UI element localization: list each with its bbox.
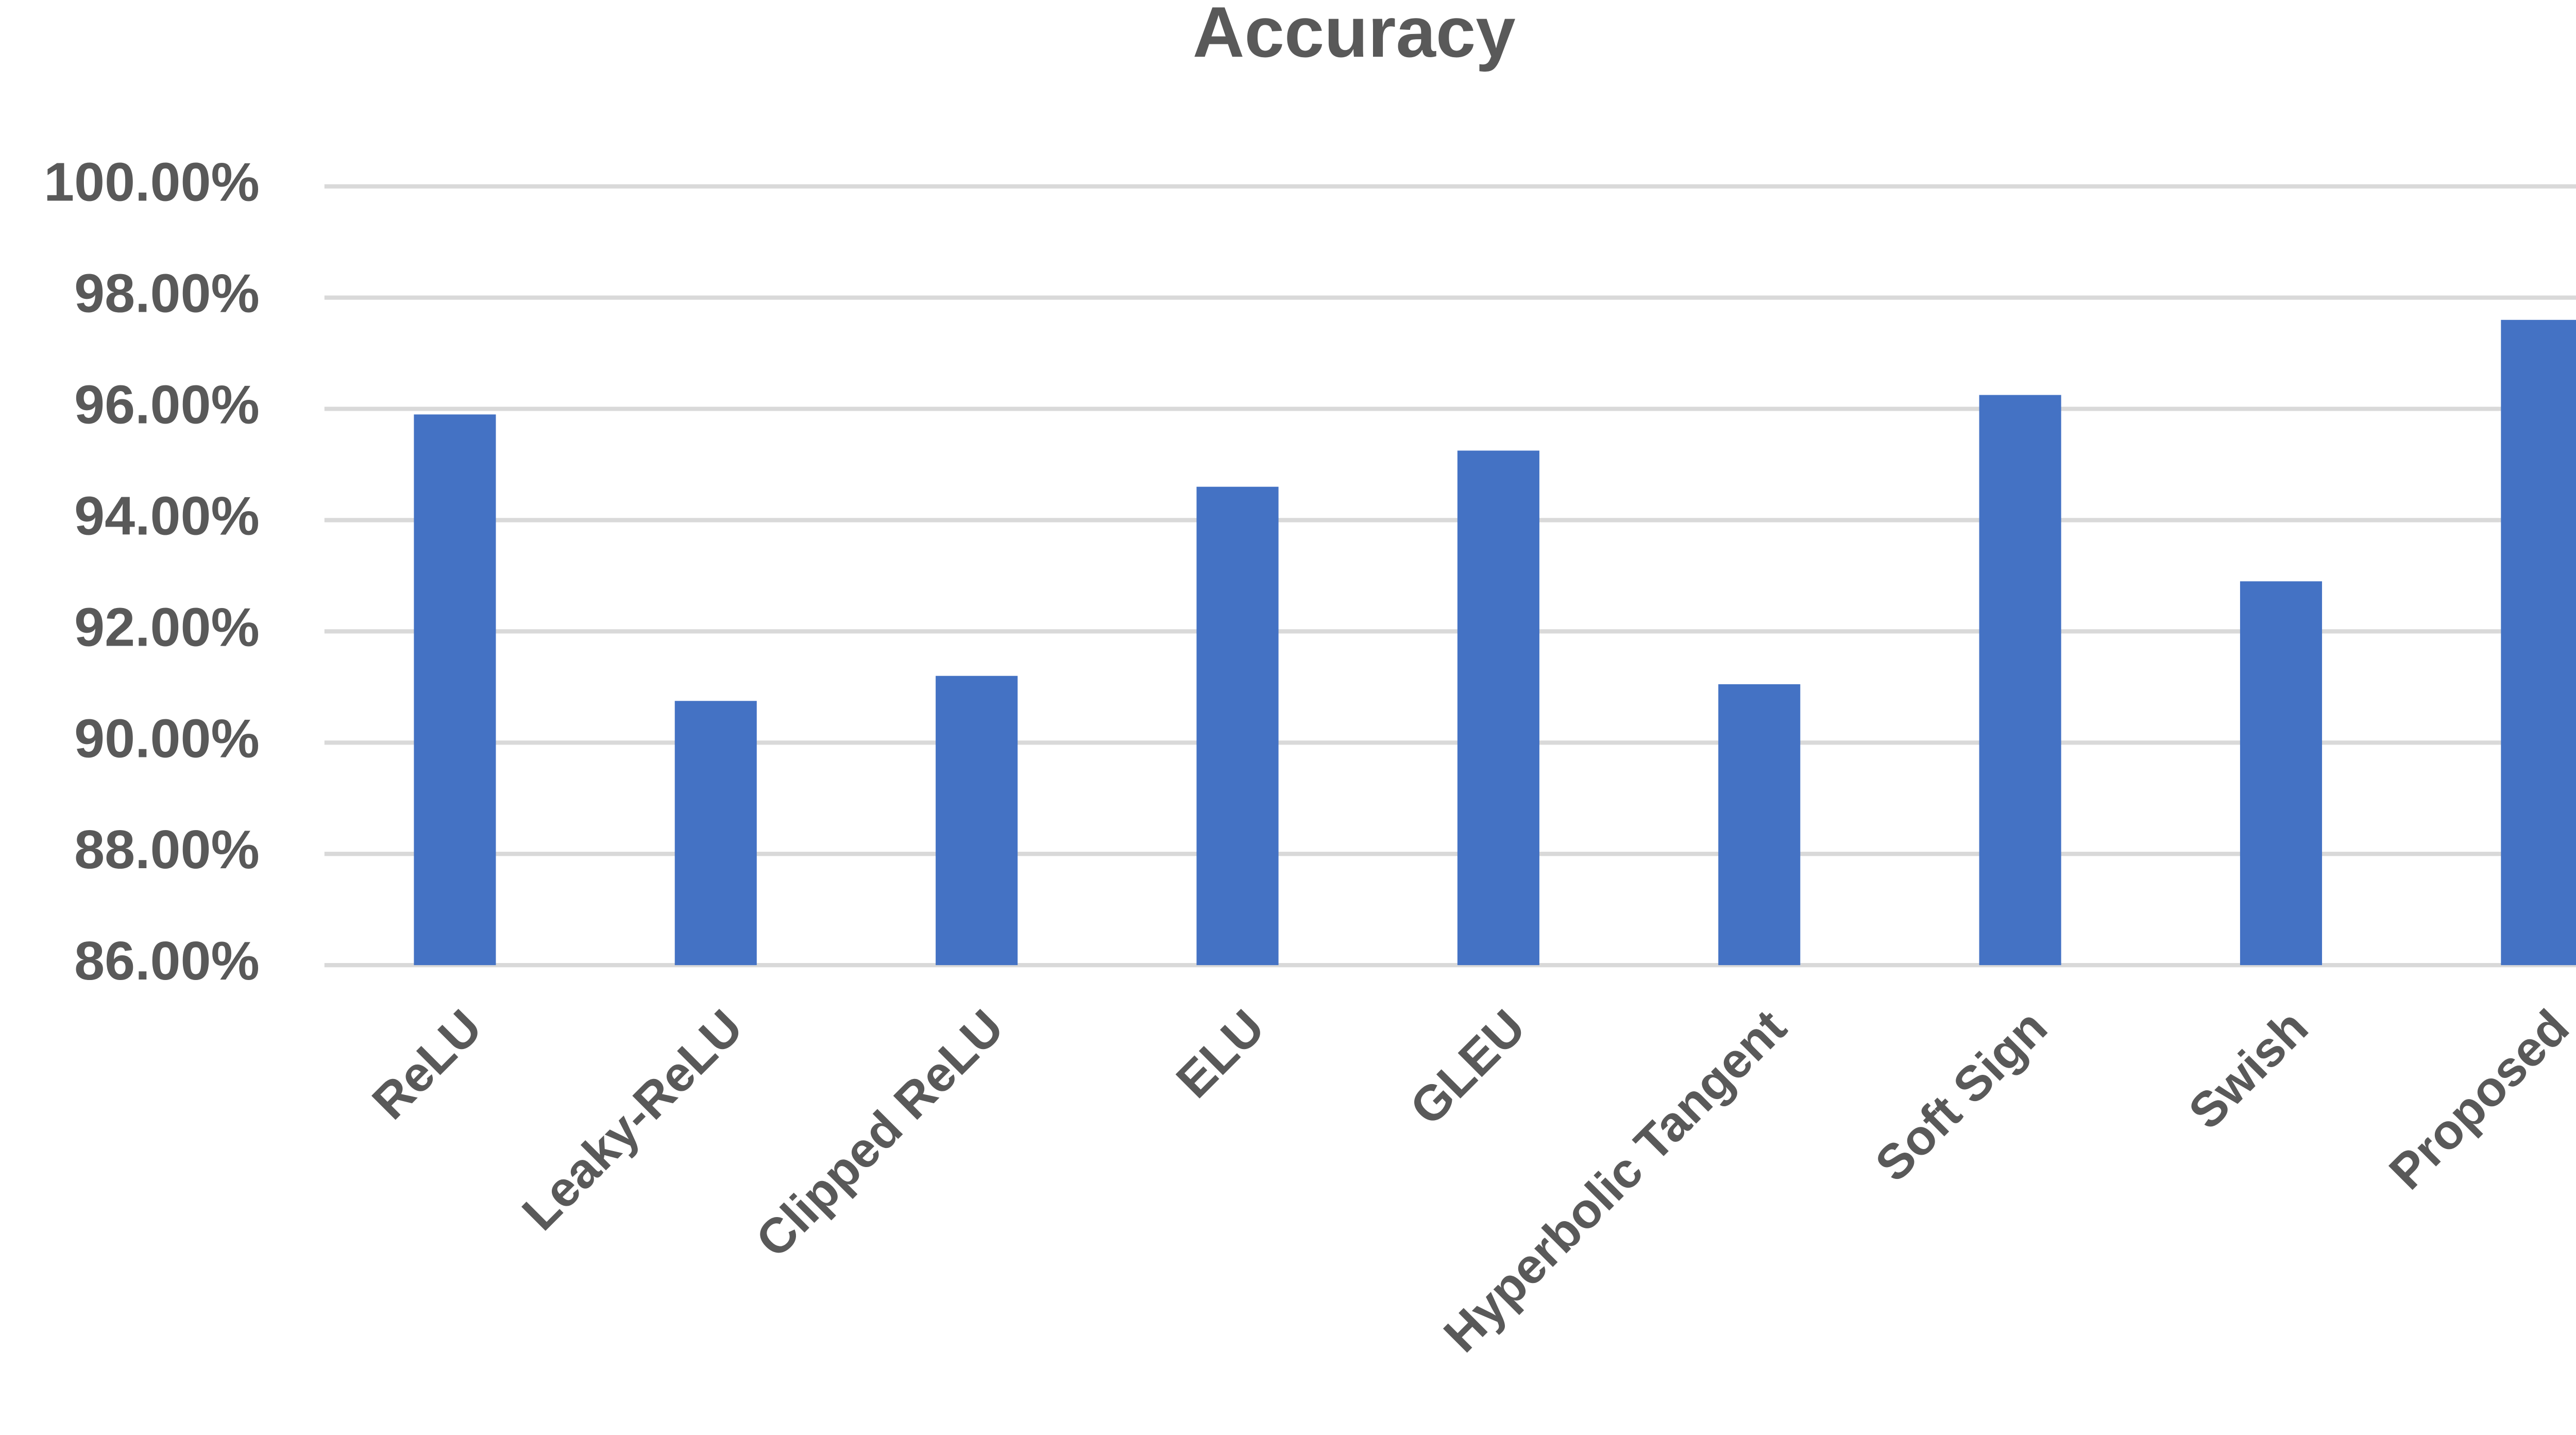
y-tick-label: 96.00%: [74, 375, 260, 435]
x-tick-label: Clipped ReLU: [745, 1000, 1014, 1268]
x-tick-label: Leaky-ReLU: [512, 1000, 753, 1241]
bar: [414, 414, 496, 966]
bar: [2501, 319, 2576, 966]
x-tick-label: Swish: [2178, 1000, 2318, 1140]
x-tick-label: Soft Sign: [1865, 1000, 2058, 1192]
y-tick-label: 100.00%: [44, 152, 260, 213]
y-tick-label: 88.00%: [74, 819, 260, 880]
y-tick-label: 98.00%: [74, 263, 260, 324]
bar: [1196, 486, 1279, 966]
bar: [1457, 450, 1539, 966]
bar: [1718, 684, 1801, 966]
x-tick-label: GLEU: [1400, 1000, 1536, 1136]
bar: [674, 701, 757, 966]
chart-title: Accuracy: [1193, 0, 1516, 72]
y-tick-label: 92.00%: [74, 597, 260, 657]
y-tick-label: 86.00%: [74, 931, 260, 991]
y-tick-label: 94.00%: [74, 485, 260, 546]
x-tick-label: Proposed: [2379, 1000, 2576, 1200]
bar: [1979, 395, 2061, 966]
y-tick-label: 90.00%: [74, 708, 260, 769]
bar: [936, 676, 1018, 966]
x-tick-label: ELU: [1166, 1000, 1275, 1109]
bar: [2240, 581, 2323, 966]
x-tick-label: ReLU: [362, 1000, 492, 1130]
